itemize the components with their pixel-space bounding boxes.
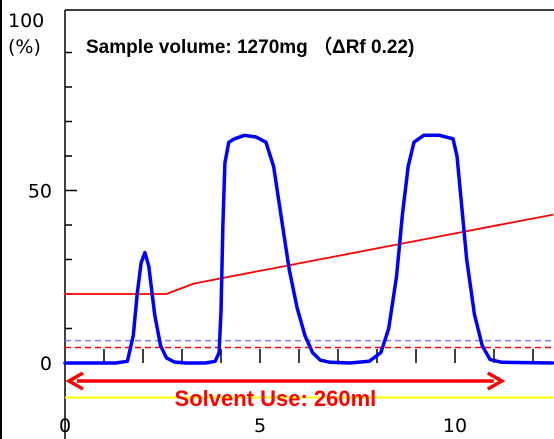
- series-line-detector: [63, 133, 554, 365]
- y-tick-label-0: 0: [40, 353, 52, 375]
- y-tick-marks: 0 50: [28, 51, 77, 375]
- chart-title: Sample volume: 1270mg （ΔRf 0.22): [86, 35, 414, 58]
- annotation-label: Solvent Use: 260ml: [175, 386, 377, 411]
- y-unit-bottom: (%): [8, 36, 41, 58]
- y-unit-top: 100: [8, 10, 44, 32]
- series-line-gradient: [64, 213, 554, 295]
- annotation-arrowhead-right: [486, 371, 506, 391]
- y-tick-label-50: 50: [28, 181, 52, 203]
- x-tick-marks: 0 5 10: [59, 349, 534, 437]
- annotation-arrowhead-left: [65, 371, 84, 391]
- series-layer: [63, 133, 554, 365]
- solvent-use-annotation: Solvent Use: 260ml: [65, 371, 506, 411]
- x-tick-label-10: 10: [443, 415, 467, 437]
- x-tick-label-5: 5: [254, 415, 266, 437]
- x-tick-label-0: 0: [59, 415, 71, 437]
- y-unit-label: 100 (%): [8, 10, 44, 58]
